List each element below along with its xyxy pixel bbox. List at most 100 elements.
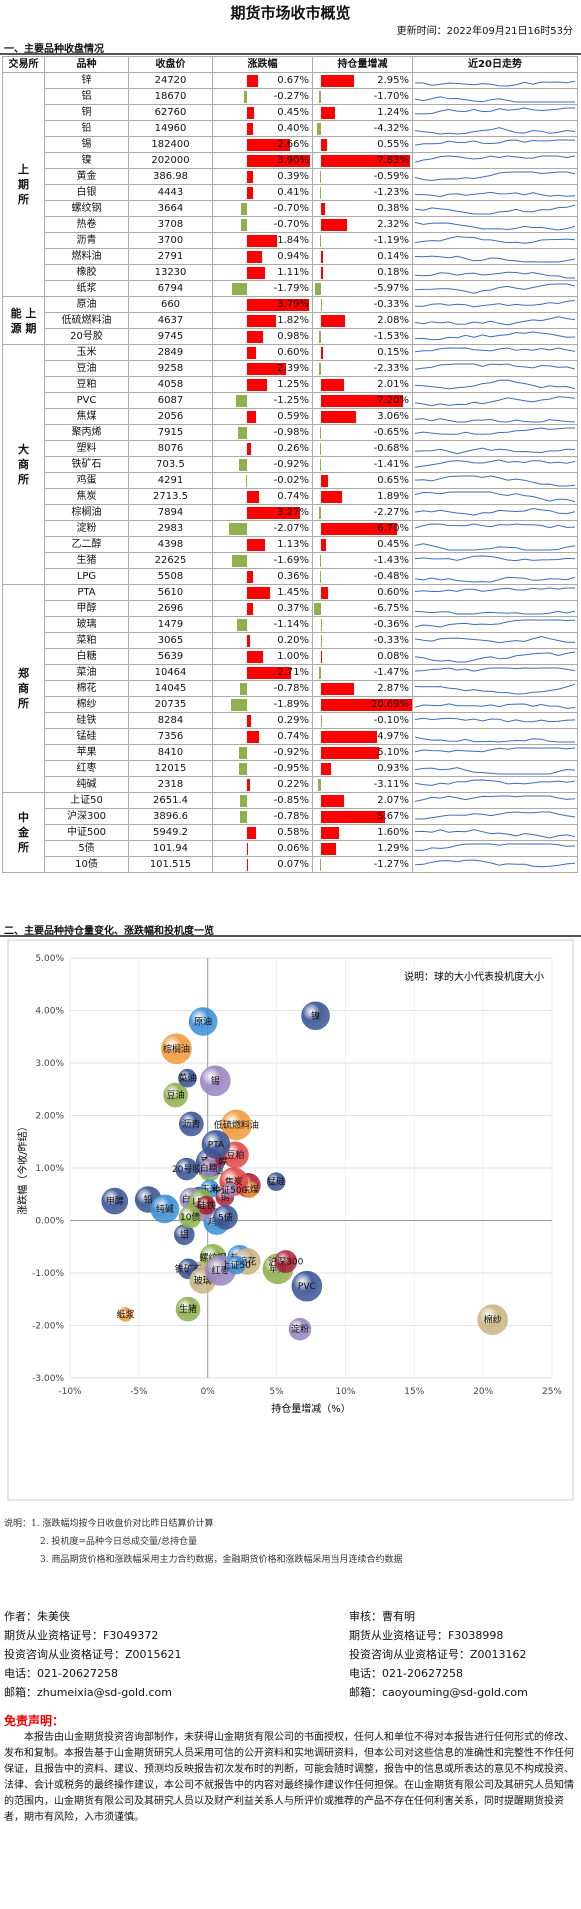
sparkline [415,426,575,435]
change-pct: -1.89% [212,696,313,713]
change-pct-bar [246,635,250,647]
change-pct-bar [239,795,247,807]
oi-change-pct-bar [320,763,332,775]
table-row: 甲醇 2696 0.37% -6.75% [3,600,578,617]
notes: 说明：1. 涨跌幅均按今日收盘价对比昨日结算价计算 2. 投机度=品种今日总成交… [4,1515,402,1569]
change-pct-bar [246,443,251,455]
reviewer-email: 邮箱：caoyouming@sd-gold.com [349,1686,528,1699]
data-point-label: 红枣 [212,1264,230,1276]
oi-change-pct-value: 5.67% [377,811,409,822]
table-row: 中证500 5949.2 0.58% 1.60% [3,824,578,841]
table-row: 锡 182400 2.66% 0.55% [3,136,578,153]
table-row: 锰硅 7356 0.74% 4.97% [3,728,578,745]
change-pct-bar [246,347,257,359]
oi-change-pct-bar [319,555,321,567]
data-point [178,1205,202,1229]
sparkline [415,417,575,423]
change-pct-value: -0.92% [273,747,309,758]
close-price: 182400 [128,136,213,153]
change-pct-bar [238,459,247,471]
close-price: 8410 [128,744,213,761]
change-pct: 2.71% [212,664,313,681]
oi-change-pct: 0.18% [312,264,413,281]
change-pct-value: 0.98% [277,331,309,342]
close-price: 2696 [128,600,213,617]
oi-change-pct-bar [319,331,321,343]
author-advisor-license: 投资咨询从业资格证号：Z0015621 [4,1648,182,1661]
change-pct-value: 3.90% [277,155,309,166]
oi-change-pct-bar [320,75,355,87]
reviewer-phone: 电话：021-20627258 [349,1667,463,1680]
x-tick-label: 15% [404,1387,424,1397]
change-pct-value: 0.40% [277,123,309,134]
oi-change-pct: 7.20% [312,392,413,409]
oi-change-pct: -0.36% [312,616,413,633]
product-name: 上证50 [44,792,129,809]
oi-change-pct-value: 1.24% [377,107,409,118]
data-point [163,1082,188,1108]
oi-change-pct-value: 1.29% [377,843,409,854]
sparkline [415,576,575,583]
close-price: 6794 [128,280,213,297]
sparkline [415,458,575,468]
oi-change-pct: -2.27% [312,504,413,521]
change-pct: 0.74% [212,728,313,745]
change-pct-bar [246,667,291,679]
change-pct-value: 3.79% [277,299,309,310]
change-pct-bar [246,251,262,263]
oi-change-pct-value: 6.70% [377,523,409,534]
change-pct-bar [231,283,247,295]
close-price: 2983 [128,520,213,537]
oi-change-pct: -1.53% [312,328,413,345]
close-price: 8284 [128,712,213,729]
data-point-label: 镍 [311,1010,320,1022]
change-pct: 1.82% [212,312,313,329]
change-pct: 0.60% [212,344,313,361]
change-pct-value: 2.66% [277,139,309,150]
reviewer-license: 期货从业资格证号：F3038998 [349,1629,504,1642]
oi-change-pct: -0.33% [312,632,413,649]
table-row: 菜粕 3065 0.20% -0.33% [3,632,578,649]
data-point-label: 淀粉 [291,1323,309,1335]
close-price: 2713.5 [128,488,213,505]
trend-20d [412,328,578,345]
oi-change-pct-value: -1.27% [373,859,409,870]
data-point-label: 铅 [144,1194,153,1206]
oi-change-pct-value: -1.70% [373,91,409,102]
change-pct: -2.07% [212,520,313,537]
table-row: 白糖 5639 1.00% 0.08% [3,648,578,665]
oi-change-pct-bar [319,187,321,199]
oi-change-pct-bar [320,379,344,391]
oi-change-pct-value: 3.06% [377,411,409,422]
trend-20d [412,392,578,409]
sparkline [415,474,575,486]
change-pct-bar [238,763,247,775]
data-point-label: 白糖 [200,1162,218,1174]
col-header: 涨跌幅 [212,56,313,73]
change-pct-value: 1.13% [277,539,309,550]
trend-20d [412,72,578,89]
y-tick-label: 5.00% [35,954,64,964]
close-price: 3664 [128,200,213,217]
product-name: 镍 [44,152,129,169]
trend-20d [412,504,578,521]
oi-change-pct-value: -1.47% [373,667,409,678]
oi-change-pct-bar [317,779,321,791]
oi-change-pct: 5.10% [312,744,413,761]
product-name: 白糖 [44,648,129,665]
change-pct: 3.90% [212,152,313,169]
oi-change-pct-value: 1.89% [377,491,409,502]
change-pct: 0.41% [212,184,313,201]
sparkline [415,717,575,722]
author-email: 邮箱：zhumeixia@sd-gold.com [4,1686,172,1699]
table-row: 硅铁 8284 0.29% -0.10% [3,712,578,729]
table-row: 纸浆 6794 -1.79% -5.97% [3,280,578,297]
author-name: 作者：朱美侠 [4,1610,70,1623]
change-pct: 2.66% [212,136,313,153]
oi-change-pct-value: 0.08% [377,651,409,662]
data-point [178,1068,197,1088]
trend-20d [412,840,578,857]
oi-change-pct-bar [318,363,321,375]
product-name: 锰硅 [44,728,129,745]
oi-change-pct-bar [316,123,321,135]
